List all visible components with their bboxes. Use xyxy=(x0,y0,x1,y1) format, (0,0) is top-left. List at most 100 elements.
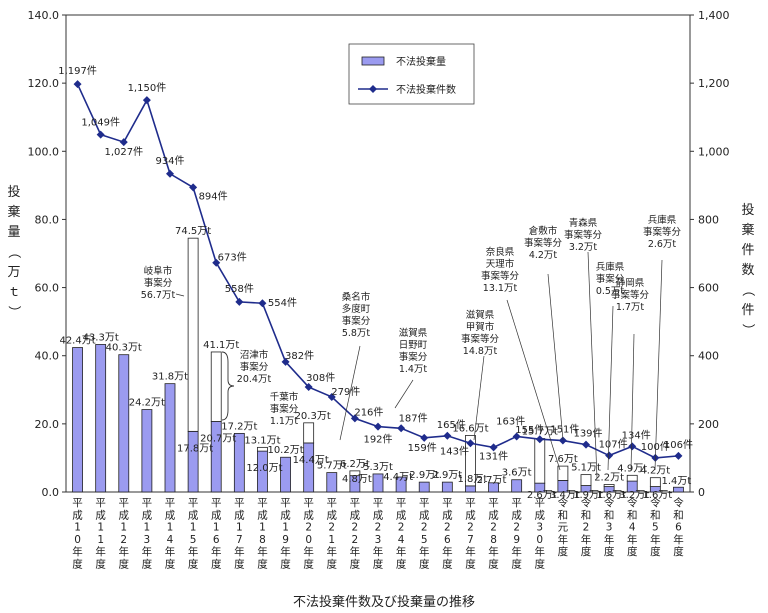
y-right-axis-title: 棄 xyxy=(741,223,754,238)
x-category-label: 和 xyxy=(604,509,615,521)
bar-base xyxy=(488,482,499,493)
count-marker xyxy=(605,451,614,460)
x-category-label: 1 xyxy=(144,522,151,534)
annotation-label: 多度町 xyxy=(342,303,371,315)
x-category-label: 4 xyxy=(167,534,174,546)
y-left-axis-title: 万 xyxy=(7,265,20,280)
x-category-label: 度 xyxy=(280,558,291,571)
bar-base xyxy=(187,430,199,493)
x-category-label: 和 xyxy=(581,509,592,521)
x-category-label: 5 xyxy=(652,522,659,534)
bar-base xyxy=(673,486,684,493)
tonnage-base-label: 1.6万t xyxy=(642,490,672,501)
count-marker xyxy=(558,436,567,445)
count-marker xyxy=(258,299,267,308)
bar-base xyxy=(372,473,384,493)
bar-base xyxy=(280,456,291,493)
tonnage-base-label: 4.8万t xyxy=(342,474,372,485)
count-data-label: 159件 xyxy=(408,442,437,454)
x-category-label: 2 xyxy=(513,522,520,534)
tonnage-data-label: 1.4万t xyxy=(662,476,692,487)
tonnage-data-label: 4.4万t xyxy=(383,472,413,483)
annotation-label: 滋賀県 xyxy=(399,327,428,339)
annotation-label: 倉敷市 xyxy=(529,225,558,237)
y-right-tick-label: 600 xyxy=(698,282,719,295)
x-category-label: 年 xyxy=(257,545,268,558)
x-category-label: 2 xyxy=(421,522,428,534)
x-category-label: 年 xyxy=(303,545,314,558)
x-category-label: 年 xyxy=(142,545,153,558)
y-right-axis-title: ） xyxy=(740,323,755,336)
count-marker xyxy=(582,440,590,449)
y-left-tick-label: 60.0 xyxy=(35,282,60,295)
x-category-label: 平 xyxy=(303,497,314,509)
x-category-label: 年 xyxy=(72,545,83,558)
y-left-tick-label: 0.0 xyxy=(42,486,60,499)
annotation-label: 事案分 xyxy=(144,277,173,289)
x-category-label: 度 xyxy=(465,558,476,571)
x-category-label: 年 xyxy=(673,533,684,546)
x-category-label: 年 xyxy=(442,545,453,558)
tonnage-data-label: 74.5万t xyxy=(175,226,211,237)
count-data-label: 1,049件 xyxy=(81,117,120,129)
x-category-label: 2 xyxy=(120,534,127,546)
annotation-label: 静岡県 xyxy=(616,277,645,289)
count-marker xyxy=(327,392,336,401)
x-category-label: 平 xyxy=(488,497,499,509)
x-category-label: 度 xyxy=(257,558,268,571)
count-data-label: 554件 xyxy=(268,297,297,309)
count-data-label: 151件 xyxy=(550,424,579,436)
x-category-label: 平 xyxy=(280,497,291,509)
x-category-label: 年 xyxy=(604,533,615,546)
count-data-label: 143件 xyxy=(440,445,469,457)
x-category-label: 度 xyxy=(188,558,199,571)
annotation-leader xyxy=(506,299,561,471)
annotation-label: 56.7万t xyxy=(141,290,176,301)
count-marker xyxy=(304,383,313,392)
count-data-label: 1,027件 xyxy=(104,146,143,158)
bar-extra xyxy=(557,465,569,481)
tonnage-data-label: 31.8万t xyxy=(152,372,188,383)
tonnage-base-label: 3.4万t xyxy=(550,490,580,501)
x-category-label: 年 xyxy=(535,545,546,558)
annotation-label: 事案分 xyxy=(342,315,371,327)
annotation-label: 事案分 xyxy=(270,403,299,415)
count-marker xyxy=(489,443,498,452)
count-marker xyxy=(281,357,290,366)
count-data-label: 107件 xyxy=(599,439,628,451)
tonnage-data-label: 20.3万t xyxy=(295,411,331,422)
x-category-label: 9 xyxy=(282,534,289,546)
x-category-label: 0 xyxy=(305,534,312,546)
tonnage-data-label: 10.2万t xyxy=(267,445,303,456)
x-category-label: 年 xyxy=(581,533,592,546)
annotation-label: 桑名市 xyxy=(342,291,371,303)
annotation-label: 天理市 xyxy=(486,258,515,270)
annotation-label: 3.2万t xyxy=(569,242,598,253)
x-category-label: 平 xyxy=(327,497,338,509)
x-category-label: 成 xyxy=(165,509,176,521)
x-category-label: 年 xyxy=(488,545,499,558)
annotation-label: 2.6万t xyxy=(648,239,677,250)
x-category-label: 成 xyxy=(350,509,361,521)
annotation-label: 5.8万t xyxy=(342,328,371,339)
count-data-label: 100件 xyxy=(641,441,670,453)
y-right-tick-label: 200 xyxy=(698,418,719,431)
tonnage-data-label: 2.9万t xyxy=(432,470,462,481)
x-category-label: 年 xyxy=(373,545,384,558)
count-marker xyxy=(443,431,452,440)
legend-box xyxy=(348,43,475,105)
count-marker xyxy=(189,183,198,192)
x-category-label: 2 xyxy=(352,522,359,534)
x-category-label: 平 xyxy=(442,497,453,509)
annotation-label: 兵庫県 xyxy=(596,261,625,273)
bar-extra xyxy=(349,470,361,477)
count-marker xyxy=(535,435,544,444)
tonnage-data-label: 40.3万t xyxy=(106,343,142,354)
x-category-label: 平 xyxy=(95,497,106,509)
x-category-label: 1 xyxy=(282,522,289,534)
x-category-label: 年 xyxy=(419,545,430,558)
annotation-label: 4.2万t xyxy=(529,250,558,261)
bar-extra xyxy=(303,422,315,444)
tonnage-base-label: 1.9万t xyxy=(573,490,603,501)
